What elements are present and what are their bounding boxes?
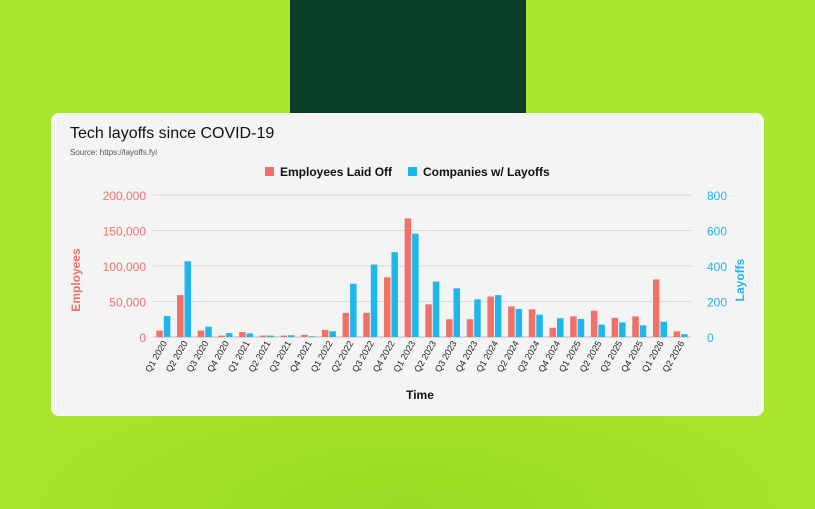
y-right-tick-label: 200 xyxy=(707,296,727,310)
y-right-axis-title: Layoffs xyxy=(733,258,747,301)
bar-employees-laid-off xyxy=(156,330,163,337)
bar-employees-laid-off xyxy=(280,335,287,337)
bar-employees-laid-off xyxy=(197,330,205,337)
bar-companies-with-layoffs xyxy=(639,325,647,337)
bar-companies-with-layoffs xyxy=(536,314,543,337)
bar-employees-laid-off xyxy=(652,279,660,337)
bar-employees-laid-off xyxy=(177,295,184,337)
bar-employees-laid-off xyxy=(508,306,515,337)
bar-companies-with-layoffs xyxy=(412,233,419,337)
chart-card: Tech layoffs since COVID-19 Source: http… xyxy=(51,113,764,416)
bar-companies-with-layoffs xyxy=(350,283,357,337)
bar-employees-laid-off xyxy=(673,331,681,337)
bar-employees-laid-off xyxy=(342,312,350,337)
legend-label-employees: Employees Laid Off xyxy=(280,165,393,179)
y-right-tick-label: 800 xyxy=(707,189,727,203)
bar-companies-with-layoffs xyxy=(329,331,336,337)
bar-employees-laid-off xyxy=(487,296,494,337)
bar-employees-laid-off xyxy=(466,319,474,337)
bar-employees-laid-off xyxy=(549,327,556,337)
y-left-tick-label: 100,000 xyxy=(103,260,147,274)
y-left-tick-label: 50,000 xyxy=(109,296,146,310)
bar-companies-with-layoffs xyxy=(267,335,274,337)
chart-title: Tech layoffs since COVID-19 xyxy=(70,125,275,142)
bar-employees-laid-off xyxy=(321,329,329,337)
bar-companies-with-layoffs xyxy=(308,336,316,337)
bar-employees-laid-off xyxy=(259,335,267,337)
bar-companies-with-layoffs xyxy=(557,318,564,337)
x-axis-title: Time xyxy=(406,388,434,402)
bar-companies-with-layoffs xyxy=(391,252,398,337)
chart-subtitle: Source: https://layoffs.fyi xyxy=(70,148,158,157)
bar-employees-laid-off xyxy=(425,304,432,337)
bar-employees-laid-off xyxy=(632,316,639,337)
bar-companies-with-layoffs xyxy=(619,322,626,337)
y-left-axis-title: Employees xyxy=(69,248,83,312)
bar-employees-laid-off xyxy=(218,335,225,337)
bar-employees-laid-off xyxy=(611,317,619,337)
bar-employees-laid-off xyxy=(570,316,577,337)
bar-companies-with-layoffs xyxy=(474,299,481,337)
bar-employees-laid-off xyxy=(528,309,536,337)
bar-employees-laid-off xyxy=(404,218,412,337)
bar-companies-with-layoffs xyxy=(515,308,523,337)
decorative-dark-panel xyxy=(290,0,526,130)
y-left-tick-label: 150,000 xyxy=(103,225,147,239)
bar-chart: 0 0 50,000 200 100,000 400 150,000 600 200,000 80… xyxy=(69,165,747,402)
bar-employees-laid-off xyxy=(590,310,598,337)
bar-employees-laid-off xyxy=(446,319,453,337)
y-right-tick-label: 400 xyxy=(707,260,727,274)
y-left-tick-label: 0 xyxy=(139,331,146,345)
bar-companies-with-layoffs xyxy=(598,324,605,337)
bar-companies-with-layoffs xyxy=(577,318,585,337)
bar-companies-with-layoffs xyxy=(205,326,212,337)
bar-companies-with-layoffs xyxy=(370,264,378,337)
bar-companies-with-layoffs xyxy=(432,281,440,337)
bar-employees-laid-off xyxy=(383,277,391,337)
bar-companies-with-layoffs xyxy=(246,333,254,337)
bar-companies-with-layoffs xyxy=(163,316,171,337)
bar-employees-laid-off xyxy=(301,334,308,337)
legend-label-companies: Companies w/ Layoffs xyxy=(423,165,550,179)
y-right-tick-label: 600 xyxy=(707,225,727,239)
bar-companies-with-layoffs xyxy=(184,261,192,337)
bar-companies-with-layoffs xyxy=(494,295,502,337)
y-left-tick-label: 200,000 xyxy=(103,189,147,203)
bar-companies-with-layoffs xyxy=(660,321,667,337)
legend-swatch-employees xyxy=(265,167,274,176)
bar-companies-with-layoffs xyxy=(288,335,295,337)
legend-swatch-companies xyxy=(408,167,417,176)
bar-companies-with-layoffs xyxy=(453,288,461,337)
y-right-tick-label: 0 xyxy=(707,331,714,345)
bar-companies-with-layoffs xyxy=(225,333,233,337)
bar-employees-laid-off xyxy=(239,332,246,337)
bar-companies-with-layoffs xyxy=(681,334,688,337)
bar-employees-laid-off xyxy=(363,312,370,337)
